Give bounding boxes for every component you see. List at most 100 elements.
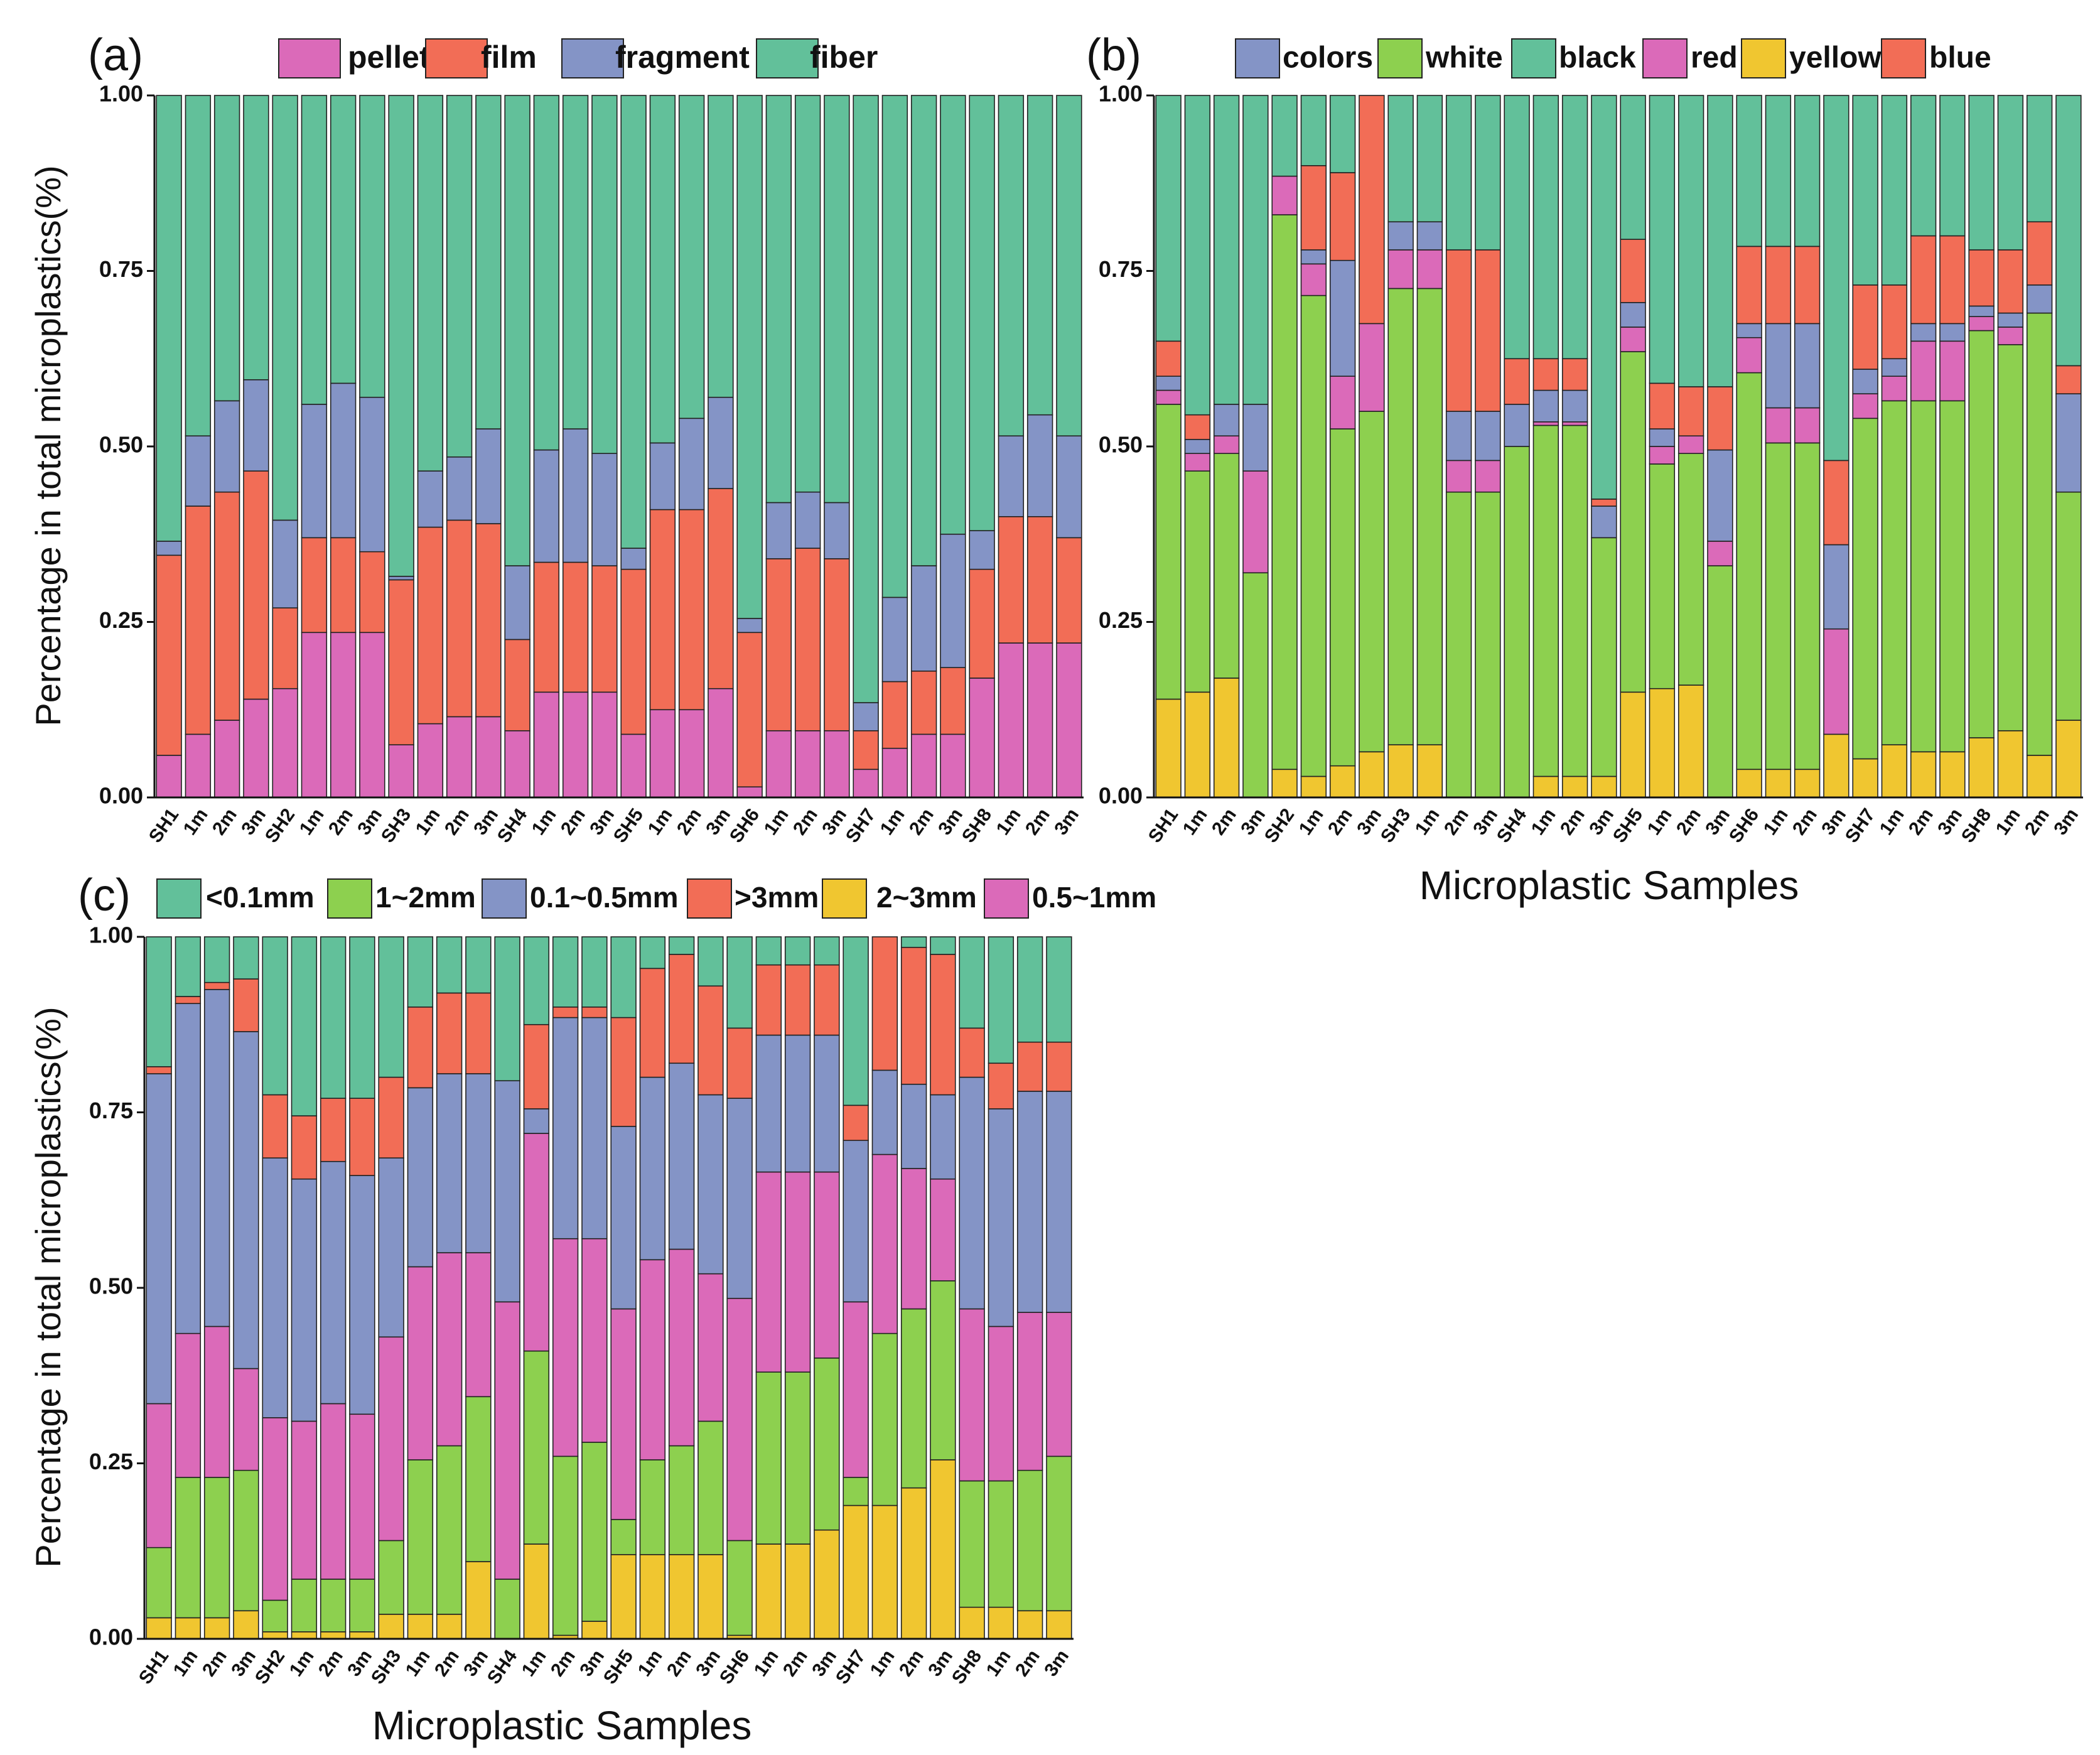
panel-b-bar-27-black bbox=[1910, 95, 1937, 237]
panel-c-legend-swatch-5 bbox=[822, 878, 867, 919]
panel-a-bar-24-fragment bbox=[824, 502, 850, 559]
panel-b-bar-26-white bbox=[1881, 400, 1908, 745]
panel-b-bar-21-black bbox=[1736, 95, 1762, 247]
panel-b-bar-30-yellow bbox=[1997, 730, 2024, 798]
panel-c-bar-29-1~2mm bbox=[959, 1480, 985, 1608]
panel-a-legend-label-4: fiber bbox=[810, 40, 878, 75]
panel-c-bar-4-0.1~0.5mm bbox=[233, 1031, 259, 1369]
panel-c-bar-23->3mm bbox=[784, 964, 811, 1036]
panel-b-bar-15-blue bbox=[1561, 358, 1588, 391]
panel-c-bar-20-0.1~0.5mm bbox=[697, 1094, 724, 1275]
panel-b-bar-2-yellow bbox=[1184, 691, 1211, 798]
panel-a-bar-18-fragment bbox=[649, 442, 676, 510]
panel-c-y-tick-label: 1.00 bbox=[89, 922, 133, 948]
panel-c-bar-7->3mm bbox=[320, 1098, 347, 1162]
panel-a-bar-32-fragment bbox=[1056, 435, 1082, 539]
panel-b-bar-28-black bbox=[1939, 95, 1966, 237]
panel-c-legend-swatch-3 bbox=[482, 878, 527, 919]
panel-c-bar-20-0.5~1mm bbox=[697, 1273, 724, 1422]
panel-c-legend-swatch-1 bbox=[156, 878, 202, 919]
panel-a-bar-14-pellet bbox=[533, 691, 560, 798]
panel-b-bar-11-white bbox=[1445, 491, 1472, 798]
panel-a-bar-19-fiber bbox=[678, 95, 705, 419]
panel-c-x-axis-label: Microplastic Samples bbox=[372, 1703, 752, 1748]
panel-a-bar-10-film bbox=[417, 526, 444, 725]
panel-b-bar-32-yellow bbox=[2055, 720, 2082, 798]
panel-b-bar-16-colors bbox=[1591, 505, 1617, 539]
panel-a-bar-19-pellet bbox=[678, 709, 705, 798]
panel-c-bar-32-0.1~0.5mm bbox=[1046, 1091, 1072, 1313]
panel-c-bar-18-1~2mm bbox=[639, 1459, 666, 1555]
panel-b-legend-label-3: black bbox=[1559, 41, 1636, 75]
panel-a-y-tick-label: 0.75 bbox=[99, 256, 143, 282]
panel-c-bar-9-1~2mm bbox=[378, 1540, 404, 1615]
panel-b-bar-32-blue bbox=[2055, 365, 2082, 394]
panel-c-bar-23-0.5~1mm bbox=[784, 1171, 811, 1373]
panel-b-bar-31-colors bbox=[2026, 284, 2053, 314]
panel-b-bar-10-white bbox=[1416, 288, 1443, 745]
panel-c-bar-17-2~3mm bbox=[610, 1554, 637, 1639]
panel-a-bar-15-fragment bbox=[562, 428, 589, 563]
panel-a-bar-18-film bbox=[649, 509, 676, 711]
panel-c-bar-16-1~2mm bbox=[581, 1442, 608, 1622]
panel-c-bar-11-1~2mm bbox=[436, 1445, 463, 1615]
panel-c-bar-21-0.5~1mm bbox=[726, 1297, 753, 1542]
panel-a-bar-8-pellet bbox=[359, 632, 385, 798]
panel-b-bar-29-yellow bbox=[1968, 737, 1995, 798]
panel-c-bar-8-2~3mm bbox=[349, 1631, 375, 1639]
panel-c-bar-21-0.1~0.5mm bbox=[726, 1098, 753, 1299]
panel-b-bar-24-colors bbox=[1823, 544, 1850, 630]
panel-c-bar-3-2~3mm bbox=[203, 1617, 230, 1639]
panel-b-bar-5-white bbox=[1271, 214, 1298, 770]
panel-c-bar-16-2~3mm bbox=[581, 1621, 608, 1639]
panel-b-bar-32-colors bbox=[2055, 393, 2082, 493]
panel-c-bar-3-1~2mm bbox=[203, 1477, 230, 1619]
panel-c-bar-31->3mm bbox=[1016, 1041, 1043, 1092]
panel-b-bar-7-black bbox=[1329, 95, 1356, 173]
panel-b-bar-25-red bbox=[1852, 393, 1878, 419]
panel-c-bar-1-<0.1mm bbox=[146, 936, 172, 1067]
panel-a-y-tick-label: 0.00 bbox=[99, 783, 143, 809]
panel-c-bar-14-<0.1mm bbox=[523, 936, 550, 1025]
panel-a-bar-25-film bbox=[853, 730, 879, 770]
panel-c-bar-24->3mm bbox=[814, 964, 840, 1036]
panel-b-bar-29-red bbox=[1968, 316, 1995, 332]
panel-b-bar-4-black bbox=[1242, 95, 1269, 405]
panel-c-legend-label-2: 1~2mm bbox=[375, 881, 476, 914]
panel-b-bar-18-black bbox=[1649, 95, 1676, 384]
panel-a-bar-24-fiber bbox=[824, 95, 850, 504]
panel-a-bar-28-film bbox=[940, 667, 966, 735]
panel-b-bar-3-yellow bbox=[1213, 678, 1240, 798]
panel-b-bar-8-yellow bbox=[1359, 751, 1385, 798]
panel-c-bar-6-1~2mm bbox=[291, 1579, 318, 1633]
panel-a-bar-23-fiber bbox=[794, 95, 821, 493]
panel-c-bar-27-0.1~0.5mm bbox=[900, 1083, 927, 1169]
panel-c-bar-3-0.5~1mm bbox=[203, 1326, 230, 1478]
panel-b-bar-20-colors bbox=[1707, 449, 1733, 542]
panel-b-bar-23-colors bbox=[1794, 323, 1821, 409]
panel-a-bar-19-fragment bbox=[678, 418, 705, 510]
panel-b-y-tick-label: 0.00 bbox=[1099, 783, 1143, 809]
panel-b-bar-12-colors bbox=[1475, 411, 1501, 462]
panel-a-bar-1-film bbox=[156, 554, 182, 756]
panel-b-bar-5-red bbox=[1271, 175, 1298, 215]
panel-a-bar-24-pellet bbox=[824, 730, 850, 798]
panel-c-bar-9-<0.1mm bbox=[378, 936, 404, 1078]
panel-c-bar-19-<0.1mm bbox=[668, 936, 695, 955]
panel-a-bar-1-fiber bbox=[156, 95, 182, 542]
panel-b-bar-6-black bbox=[1300, 95, 1327, 166]
panel-c-bar-17-0.1~0.5mm bbox=[610, 1126, 637, 1310]
panel-c-bar-3->3mm bbox=[203, 981, 230, 990]
panel-a-bar-11-fiber bbox=[446, 95, 473, 458]
panel-b-bar-19-white bbox=[1677, 453, 1704, 686]
panel-c-bar-9-0.5~1mm bbox=[378, 1336, 404, 1542]
panel-c-bar-29-0.5~1mm bbox=[959, 1308, 985, 1482]
panel-b-bar-13-white bbox=[1504, 446, 1530, 798]
panel-a-bar-4-fiber bbox=[243, 95, 269, 381]
panel-c-bar-25-<0.1mm bbox=[843, 936, 869, 1106]
panel-c-y-axis-label: Percentage in total microplastics(%) bbox=[28, 1007, 68, 1567]
panel-c-bar-8-0.5~1mm bbox=[349, 1413, 375, 1580]
panel-c-legend-label-1: <0.1mm bbox=[206, 881, 315, 914]
panel-c-bar-18-0.5~1mm bbox=[639, 1259, 666, 1461]
panel-c-bar-29-<0.1mm bbox=[959, 936, 985, 1029]
